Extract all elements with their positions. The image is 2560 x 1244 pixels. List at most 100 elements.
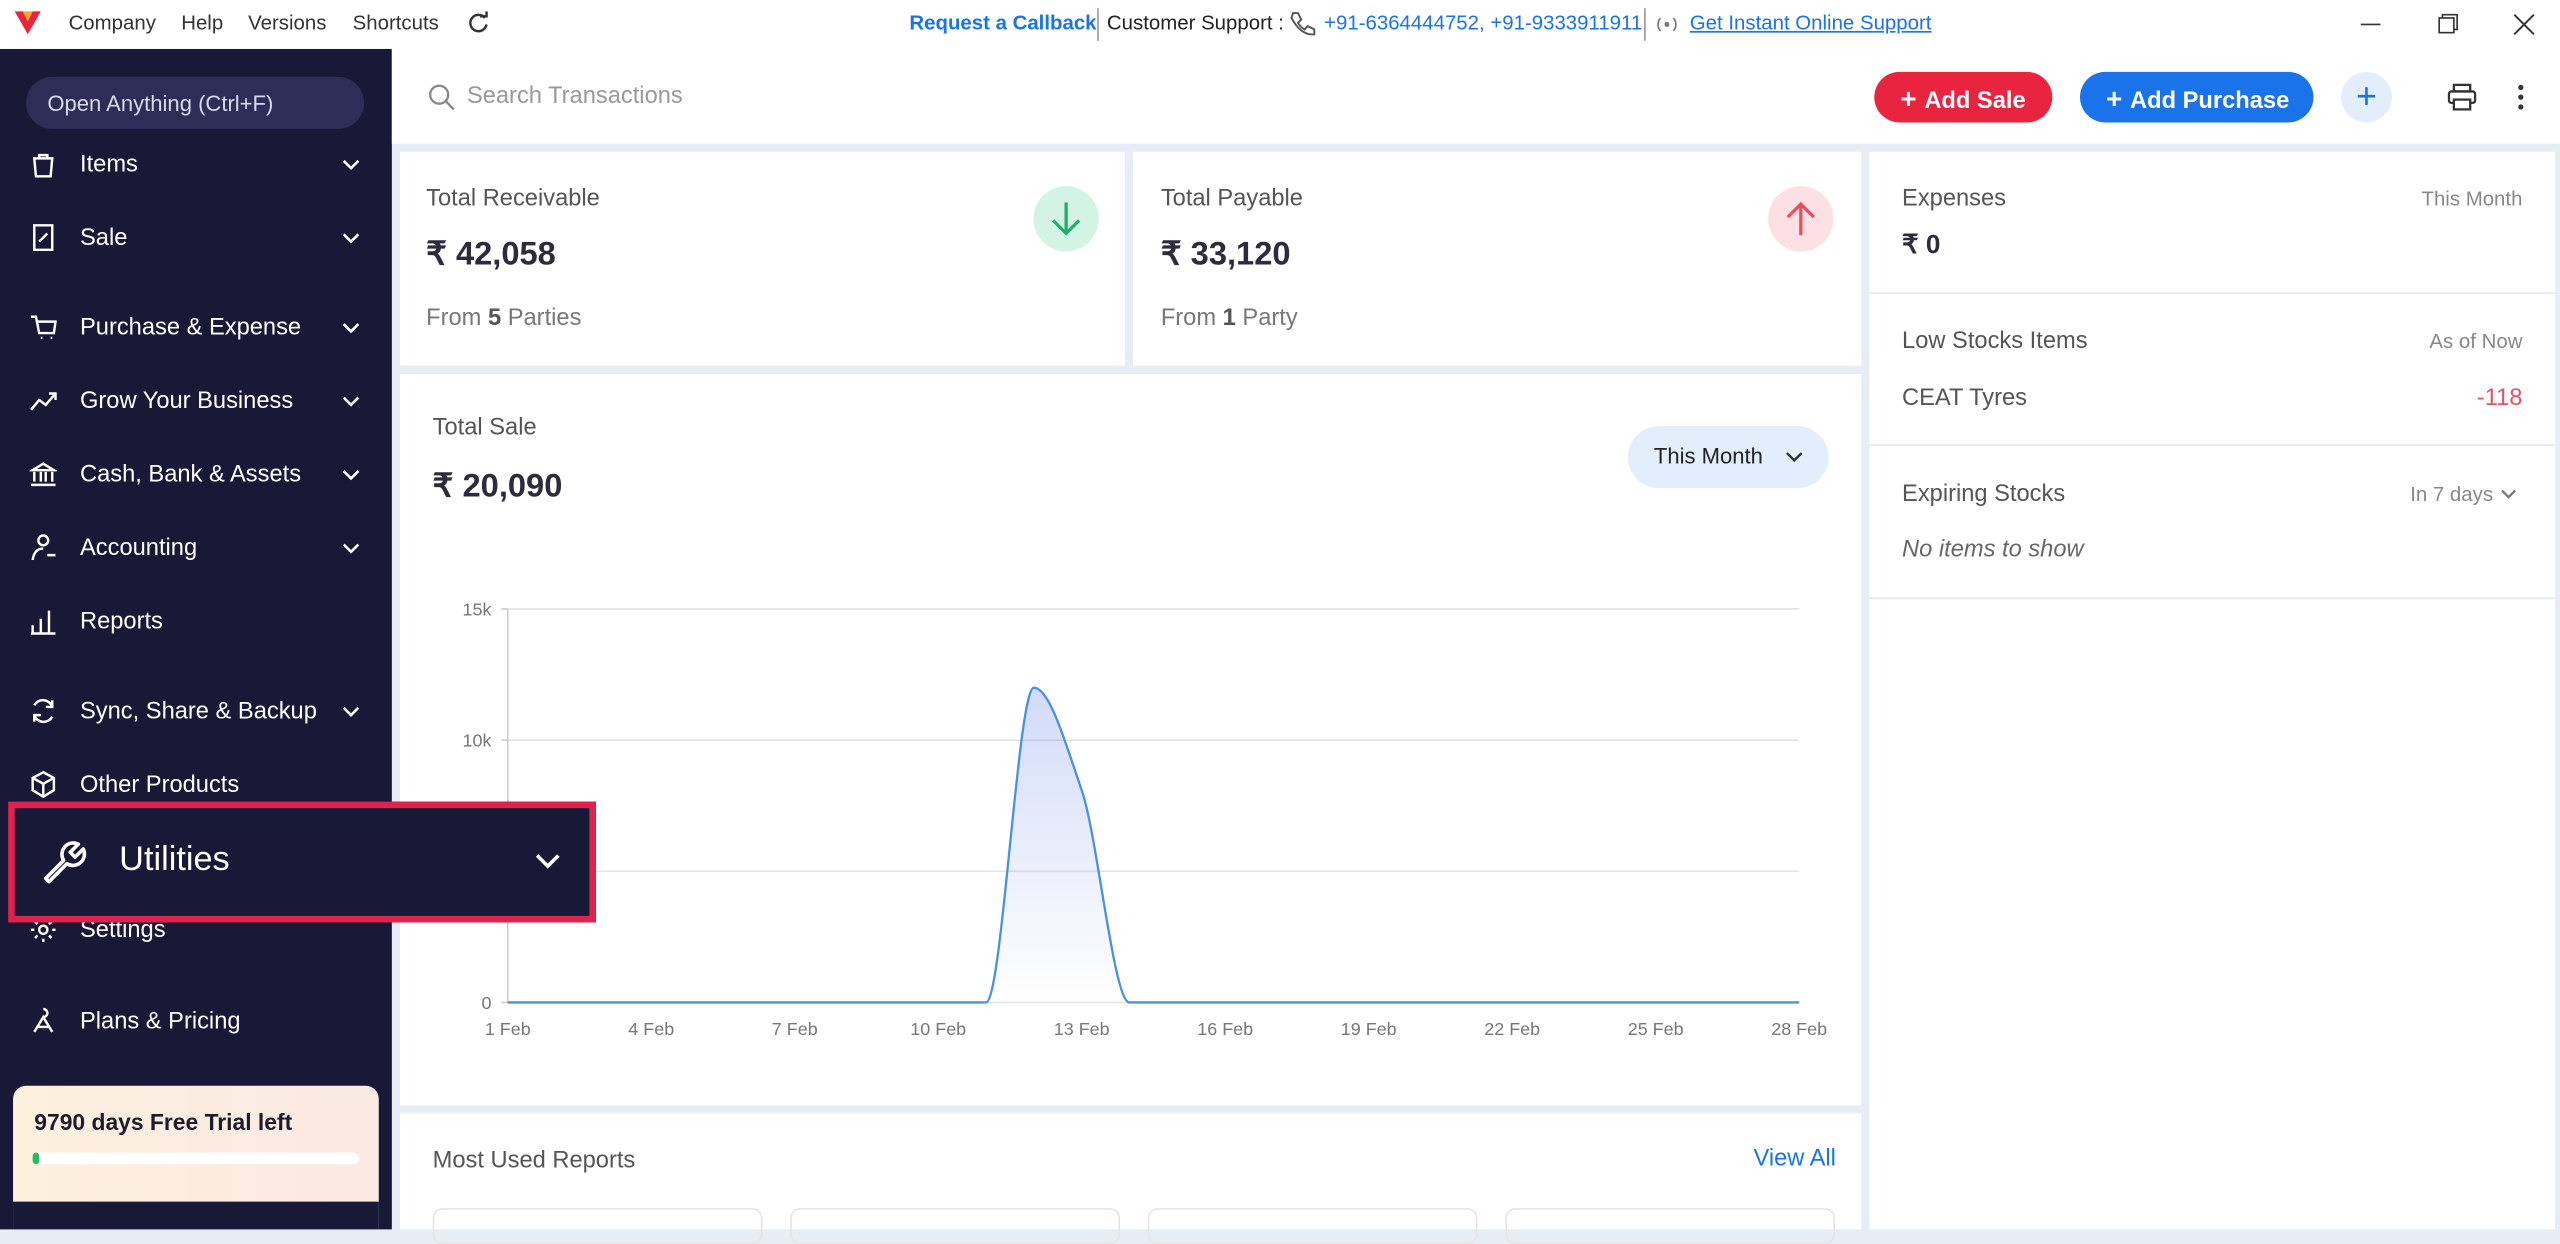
report-tile[interactable] (790, 1208, 1120, 1244)
sidebar-item[interactable]: Accounting (79, 535, 198, 562)
view-all-link[interactable]: View All (1753, 1146, 1836, 1173)
report-tile[interactable] (432, 1208, 763, 1244)
support-label: Customer Support : (1106, 11, 1284, 35)
more-menu[interactable] (2514, 83, 2527, 111)
add-sale-text: + Add Sale (1900, 83, 2026, 115)
plan-cta[interactable] (13, 1201, 379, 1230)
x-tick-label: 25 Feb (1628, 1019, 1684, 1039)
divider (1097, 8, 1099, 41)
sidebar-icon (29, 462, 58, 487)
receivable-card[interactable] (399, 151, 1125, 366)
sales-area (507, 687, 1800, 1003)
sidebar-item[interactable]: Sync, Share & Backup (79, 698, 317, 725)
sidebar-item[interactable]: Grow Your Business (79, 388, 294, 415)
party-count: 5 (487, 305, 502, 332)
sidebar-item[interactable]: Reports (79, 608, 163, 636)
x-tick-label: 22 Feb (1484, 1019, 1540, 1039)
sidebar-item[interactable]: Plans & Pricing (79, 1008, 241, 1036)
phone-icon (1290, 12, 1316, 36)
window-controls[interactable] (2358, 10, 2538, 39)
chevron (535, 854, 560, 869)
online-support-link[interactable]: Get Instant Online Support (1689, 11, 1932, 35)
sidebar-icon (31, 770, 56, 799)
chevron (2501, 489, 2516, 499)
trial-text: 9790 days Free Trial left (34, 1108, 293, 1135)
low-stock-item: CEAT Tyres (1902, 385, 2028, 412)
x-tick-label: 10 Feb (910, 1019, 966, 1039)
sidebar-item[interactable]: Purchase & Expense (79, 315, 302, 342)
broadcast-icon (1657, 17, 1677, 32)
report-tile[interactable] (1505, 1208, 1836, 1244)
party-count: 1 (1222, 305, 1236, 332)
chevron (342, 159, 360, 171)
expiring-period[interactable]: In 7 days (2410, 483, 2494, 507)
chevron (342, 470, 360, 481)
expiring-label[interactable]: Expiring Stocks (1902, 481, 2066, 508)
payable-from: From 1 Party (1161, 305, 1298, 331)
add-sale-button[interactable] (1874, 71, 2053, 123)
menu-versions[interactable]: Versions (248, 11, 327, 35)
chart-title: Total Sale (432, 414, 537, 441)
payable-icon (1768, 186, 1834, 252)
chart-subtitle: ₹ 20,090 (432, 468, 563, 505)
sidebar-icon (31, 610, 56, 635)
add-purchase-button[interactable] (2079, 71, 2314, 123)
sidebar-icon (30, 392, 57, 411)
add-sale-label: Add Sale (1924, 88, 2026, 115)
wrench-icon (43, 841, 87, 884)
x-tick-label: 16 Feb (1197, 1019, 1253, 1039)
sidebar-item[interactable]: Cash, Bank & Assets (79, 462, 302, 489)
sidebar-item[interactable]: Other Products (79, 772, 240, 799)
from-text: From (426, 305, 482, 332)
period-dropdown[interactable] (1627, 426, 1829, 489)
low-stock-label[interactable]: Low Stocks Items (1902, 328, 2088, 355)
receivable-label: Total Receivable (426, 186, 600, 213)
payable-card[interactable] (1133, 151, 1862, 366)
low-stock-qty: -118 (2476, 385, 2523, 412)
reports-title: Most Used Reports (432, 1147, 636, 1174)
search-transactions[interactable]: Search Transactions (466, 83, 683, 110)
sidebar-item[interactable]: Sale (79, 225, 128, 252)
open-anything[interactable] (26, 76, 365, 129)
x-tick-label: 4 Feb (628, 1019, 674, 1039)
menu-company[interactable]: Company (68, 11, 156, 35)
menu-help[interactable]: Help (181, 11, 224, 35)
search-icon (429, 84, 455, 111)
most-used-reports (399, 1113, 1862, 1230)
sales-line (507, 686, 1800, 1004)
receivable-icon (1033, 186, 1099, 252)
sidebar-icon (32, 153, 54, 178)
report-tile[interactable] (1147, 1208, 1478, 1244)
period-label: This Month (1653, 444, 1763, 469)
x-tick-label: 1 Feb (485, 1019, 531, 1039)
y-tick-label: 10k (463, 731, 492, 751)
right-panel (1869, 151, 2556, 1230)
divider (1869, 444, 2556, 446)
chevron (342, 233, 360, 244)
support-phones[interactable]: +91-6364444752, +91-9333911911 (1324, 11, 1643, 35)
sidebar-item[interactable]: Items (79, 151, 138, 178)
refresh-icon[interactable] (467, 11, 490, 34)
x-tick-label: 19 Feb (1341, 1019, 1397, 1039)
logo (14, 11, 41, 35)
request-callback[interactable]: Request a Callback (909, 11, 1097, 35)
expiring-empty: No items to show (1902, 537, 2084, 564)
sidebar-icon (33, 224, 54, 252)
sidebar (0, 48, 392, 1230)
low-stock-as-of: As of Now (2429, 329, 2523, 353)
more-add-button[interactable]: + (2341, 71, 2392, 123)
y-tick-label: 0 (481, 993, 491, 1013)
menu-shortcuts[interactable]: Shortcuts (352, 11, 439, 35)
chevron (342, 396, 360, 407)
expenses-amount: ₹ 0 (1902, 231, 1941, 260)
chevron (342, 543, 360, 554)
expenses-period: This Month (2421, 187, 2523, 211)
print-icon[interactable] (2447, 83, 2477, 111)
sidebar-icon (33, 1007, 54, 1033)
party-unit: Parties (507, 305, 582, 332)
utilities-highlight[interactable] (8, 801, 596, 923)
expenses-label[interactable]: Expenses (1902, 186, 2007, 213)
sidebar-icon (33, 698, 54, 724)
